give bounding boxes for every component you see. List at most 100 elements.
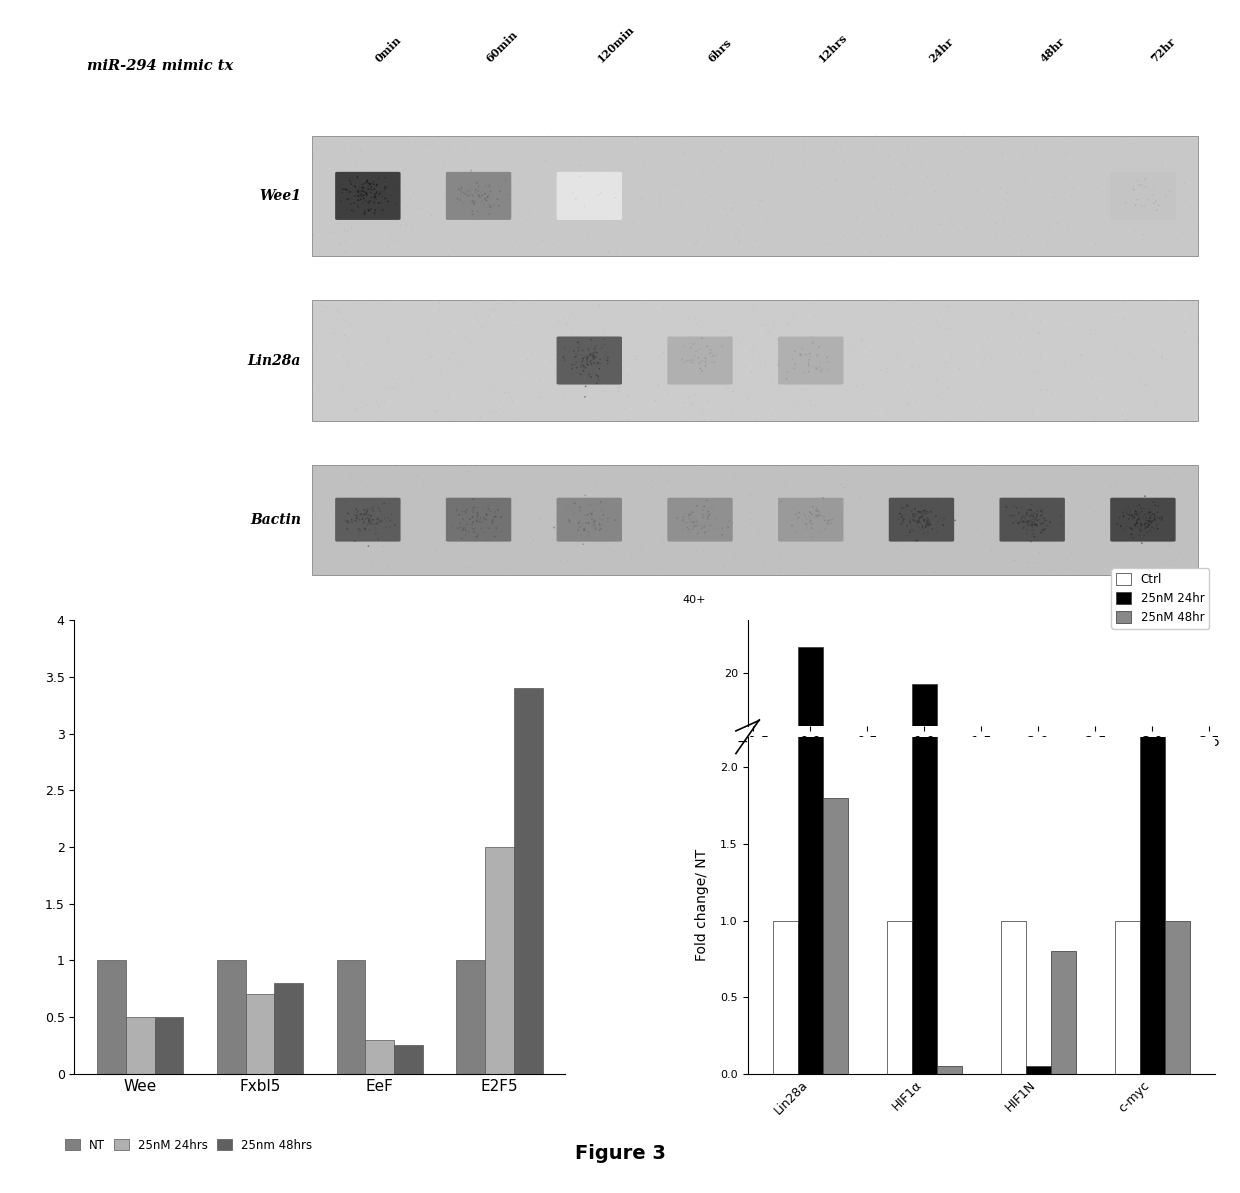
Point bbox=[1177, 524, 1197, 543]
Point bbox=[968, 497, 988, 517]
Point bbox=[914, 501, 934, 520]
Point bbox=[427, 542, 446, 561]
Point bbox=[1163, 297, 1183, 316]
Point bbox=[343, 177, 363, 196]
Point bbox=[353, 181, 373, 200]
Point bbox=[857, 525, 877, 544]
Point bbox=[996, 550, 1016, 569]
Point bbox=[740, 486, 760, 505]
Point bbox=[686, 210, 706, 229]
Point bbox=[804, 153, 823, 172]
Point bbox=[968, 138, 988, 157]
Point bbox=[622, 160, 642, 179]
Point bbox=[1123, 178, 1143, 197]
Point bbox=[523, 555, 543, 574]
Point bbox=[794, 363, 813, 382]
Point bbox=[539, 555, 559, 574]
Point bbox=[701, 523, 720, 542]
Point bbox=[373, 537, 393, 556]
Point bbox=[506, 489, 526, 508]
Point bbox=[312, 130, 332, 149]
Point bbox=[918, 511, 937, 530]
Point bbox=[393, 131, 413, 150]
Point bbox=[562, 341, 582, 360]
Point bbox=[1054, 196, 1074, 215]
Point bbox=[866, 460, 885, 480]
Point bbox=[1141, 508, 1161, 527]
Point bbox=[1135, 487, 1154, 506]
Point bbox=[1042, 314, 1061, 333]
Point bbox=[568, 167, 588, 186]
Point bbox=[872, 227, 892, 246]
Point bbox=[1059, 328, 1079, 347]
Point bbox=[930, 215, 950, 234]
Point bbox=[1171, 221, 1190, 240]
Point bbox=[1122, 507, 1142, 526]
Point bbox=[565, 333, 585, 352]
Point bbox=[792, 147, 812, 166]
Point bbox=[346, 228, 366, 247]
Point bbox=[464, 192, 484, 211]
Point bbox=[577, 323, 596, 342]
Point bbox=[687, 512, 707, 531]
Point bbox=[720, 159, 740, 178]
Point bbox=[780, 205, 800, 224]
Point bbox=[357, 171, 377, 190]
Point bbox=[812, 505, 832, 524]
Point bbox=[649, 377, 668, 396]
Point bbox=[1141, 502, 1161, 521]
Point bbox=[1154, 554, 1174, 573]
Point bbox=[1011, 328, 1030, 347]
Point bbox=[387, 194, 407, 214]
Point bbox=[820, 472, 839, 492]
Point bbox=[528, 323, 548, 342]
Point bbox=[482, 141, 502, 160]
Point bbox=[823, 157, 843, 177]
Point bbox=[583, 524, 603, 543]
Point bbox=[928, 221, 947, 240]
Point bbox=[768, 499, 787, 518]
Point bbox=[677, 409, 697, 428]
Point bbox=[673, 160, 693, 179]
Point bbox=[870, 130, 890, 149]
Point bbox=[356, 509, 376, 528]
Point bbox=[352, 181, 372, 200]
Point bbox=[1016, 168, 1035, 187]
Point bbox=[1008, 166, 1028, 185]
Point bbox=[396, 357, 415, 376]
Point bbox=[1156, 224, 1176, 243]
Point bbox=[337, 180, 357, 199]
Point bbox=[1132, 319, 1152, 338]
Point bbox=[975, 239, 994, 258]
Point bbox=[944, 521, 963, 540]
Point bbox=[966, 224, 986, 243]
Point bbox=[913, 507, 932, 526]
Point bbox=[582, 505, 601, 524]
Point bbox=[356, 503, 376, 523]
Point bbox=[1152, 202, 1172, 221]
Point bbox=[774, 472, 794, 492]
Point bbox=[699, 520, 719, 539]
Point bbox=[1012, 509, 1032, 528]
Point bbox=[863, 558, 883, 577]
Point bbox=[352, 178, 372, 197]
Point bbox=[578, 348, 598, 367]
Point bbox=[585, 508, 605, 527]
Point bbox=[796, 509, 816, 528]
Point bbox=[1004, 551, 1024, 570]
Point bbox=[584, 353, 604, 372]
Point bbox=[1143, 180, 1163, 199]
Point bbox=[765, 410, 785, 429]
Point bbox=[1064, 409, 1084, 428]
Point bbox=[361, 499, 381, 518]
Point bbox=[363, 172, 383, 191]
Point bbox=[755, 315, 775, 334]
Point bbox=[1137, 536, 1157, 555]
Point bbox=[945, 511, 965, 530]
Point bbox=[1161, 536, 1180, 555]
Point bbox=[595, 135, 615, 154]
Point bbox=[1130, 191, 1149, 210]
Point bbox=[641, 478, 661, 497]
FancyBboxPatch shape bbox=[667, 336, 733, 384]
Point bbox=[737, 188, 756, 208]
